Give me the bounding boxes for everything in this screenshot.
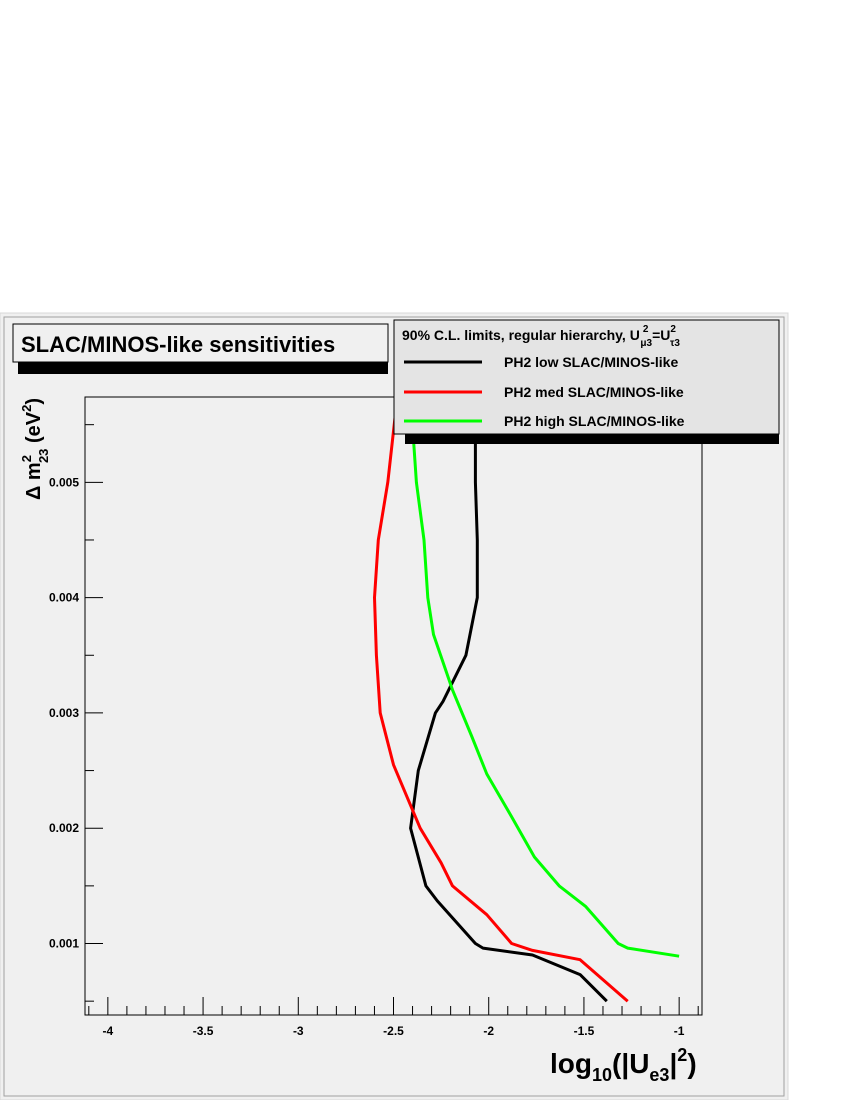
legend-label-med: PH2 med SLAC/MINOS-like (504, 384, 684, 400)
y-label-unit-end: ) (23, 398, 45, 405)
x-tick-label: -1.5 (574, 1024, 595, 1038)
x-axis: -4 -3.5 -3 -2.5 -2 -1.5 -1 (88, 997, 699, 1038)
y-label-unit: (eV (23, 411, 45, 448)
legend-header-sub2: τ3 (670, 338, 680, 349)
x-tick-label: -2 (483, 1024, 494, 1038)
x-tick-label: -1 (674, 1024, 685, 1038)
legend-header: 90% C.L. limits, regular hierarchy, U 2 μ3… (402, 324, 680, 349)
y-tick-label: 0.003 (49, 706, 79, 720)
title-box-background (12, 323, 389, 363)
legend-background (393, 319, 780, 435)
legend: 90% C.L. limits, regular hierarchy, U 2 μ3… (393, 319, 780, 444)
series-layer (373, 397, 680, 1003)
legend-entry-high: PH2 high SLAC/MINOS-like (404, 413, 685, 429)
x-tick-label: -2.5 (383, 1024, 404, 1038)
y-label-prefix: Δ m (23, 462, 45, 500)
chart-title-box: SLAC/MINOS-like sensitivities (12, 323, 389, 374)
y-tick-label: 0.001 (49, 937, 79, 951)
x-label-sub2: e3 (649, 1065, 669, 1085)
legend-label-low: PH2 low SLAC/MINOS-like (504, 354, 678, 370)
y-tick-label: 0.005 (49, 475, 79, 489)
legend-header-eq: =U (652, 327, 670, 343)
series-line-high (409, 397, 680, 958)
legend-label-high: PH2 high SLAC/MINOS-like (504, 413, 685, 429)
y-tick-label: 0.004 (49, 591, 79, 605)
x-label-sup: 2 (677, 1045, 687, 1065)
x-tick-label: -3.5 (193, 1024, 214, 1038)
x-label-base: log (550, 1048, 592, 1079)
y-axis: 0.001 0.002 0.003 0.004 0.005 (49, 424, 103, 1002)
legend-header-prefix: 90% C.L. limits, regular hierarchy, U (402, 327, 640, 343)
title-box-shadow (18, 360, 388, 374)
plot-frame (84, 396, 703, 1016)
y-label-unit-sup: 2 (19, 405, 34, 412)
series-line-med (373, 397, 629, 1003)
legend-header-sub1: μ3 (640, 338, 652, 349)
legend-entry-low: PH2 low SLAC/MINOS-like (404, 354, 678, 370)
legend-header-sup1: 2 (643, 324, 649, 335)
series-line-low (409, 397, 608, 1003)
legend-header-sup2: 2 (670, 324, 676, 335)
x-tick-label: -4 (103, 1024, 114, 1038)
x-axis-label: log10(|Ue3|2) (550, 1045, 697, 1085)
chart-title: SLAC/MINOS-like sensitivities (21, 332, 335, 357)
y-label-sub: 23 (36, 449, 51, 463)
canvas-frame (3, 316, 785, 1097)
x-label-sub1: 10 (592, 1065, 612, 1085)
x-tick-label: -3 (293, 1024, 304, 1038)
y-label-sup: 2 (19, 455, 34, 462)
legend-entry-med: PH2 med SLAC/MINOS-like (404, 384, 684, 400)
x-label-mid: (|U (612, 1048, 649, 1079)
y-tick-label: 0.002 (49, 821, 79, 835)
y-axis-label: Δ m2 23 (eV2) (19, 398, 51, 500)
x-label-end: ) (687, 1048, 696, 1079)
x-label-close: | (669, 1048, 677, 1079)
